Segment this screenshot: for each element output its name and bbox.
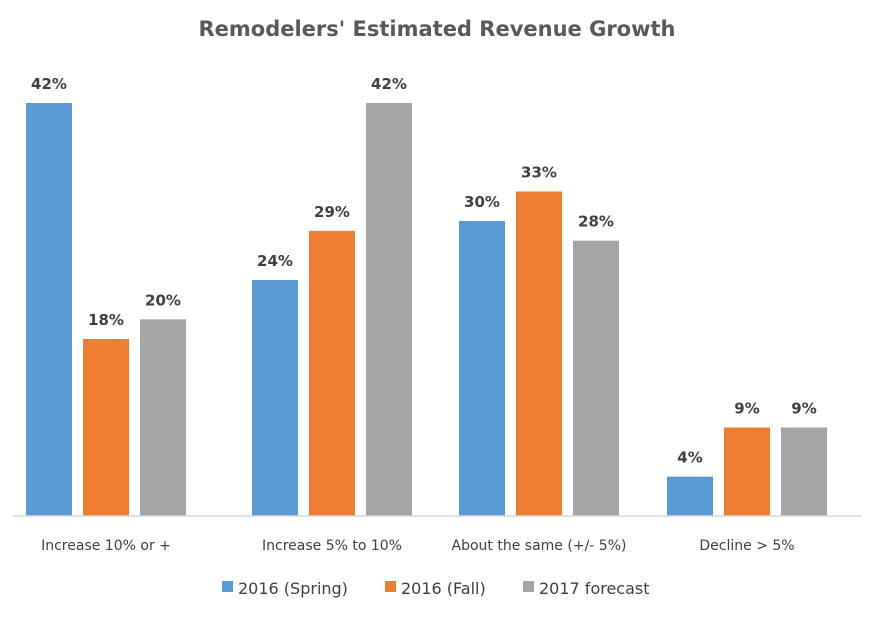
legend-label-2: 2017 forecast xyxy=(539,579,650,598)
bar-0-0 xyxy=(26,103,72,516)
bar-1-1 xyxy=(309,230,355,517)
category-label-3: Decline > 5% xyxy=(699,538,794,554)
bar-3-1 xyxy=(724,427,770,516)
category-label-2: About the same (+/- 5%) xyxy=(452,538,627,554)
category-labels: Increase 10% or + Increase 5% to 10% About… xyxy=(41,538,794,554)
legend-swatch-2 xyxy=(523,581,534,592)
data-label-0-1: 18% xyxy=(88,311,124,329)
bar-2-0 xyxy=(459,221,505,516)
bar-1-2 xyxy=(366,103,412,516)
bar-3-0 xyxy=(667,476,713,516)
category-label-1: Increase 5% to 10% xyxy=(262,538,402,554)
data-labels-layer: 42% 18% 20% 24% 29% 42% 30% 33% 28% 4% 9% 9% xyxy=(31,75,817,467)
legend-label-0: 2016 (Spring) xyxy=(238,579,348,598)
legend: 2016 (Spring) 2016 (Fall) 2017 forecast xyxy=(222,579,650,598)
bar-3-2 xyxy=(781,427,827,516)
category-label-0: Increase 10% or + xyxy=(41,538,171,554)
data-label-0-2: 20% xyxy=(145,291,181,309)
bar-2-1 xyxy=(516,191,562,516)
bars-layer xyxy=(26,103,827,517)
data-label-1-1: 29% xyxy=(314,203,350,221)
bar-0-2 xyxy=(140,319,186,516)
data-label-1-0: 24% xyxy=(257,252,293,270)
bar-0-1 xyxy=(83,339,129,516)
data-label-0-0: 42% xyxy=(31,75,67,93)
legend-swatch-1 xyxy=(385,581,396,592)
data-label-2-1: 33% xyxy=(521,164,557,182)
bar-2-2 xyxy=(573,240,619,516)
data-label-3-0: 4% xyxy=(677,449,702,467)
data-label-2-0: 30% xyxy=(464,193,500,211)
data-label-2-2: 28% xyxy=(578,213,614,231)
data-label-3-2: 9% xyxy=(791,400,816,418)
legend-swatch-0 xyxy=(222,581,233,592)
data-label-1-2: 42% xyxy=(371,75,407,93)
chart-title: Remodelers' Estimated Revenue Growth xyxy=(198,17,675,41)
legend-label-1: 2016 (Fall) xyxy=(401,579,486,598)
bar-1-0 xyxy=(252,280,298,516)
data-label-3-1: 9% xyxy=(734,400,759,418)
